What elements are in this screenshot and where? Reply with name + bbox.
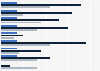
Bar — [1, 29, 37, 31]
Bar — [1, 27, 68, 29]
Bar — [1, 59, 37, 61]
Bar — [1, 48, 17, 49]
Bar — [1, 22, 41, 23]
Bar — [1, 42, 86, 44]
Bar — [1, 50, 41, 52]
Bar — [1, 4, 81, 6]
Bar — [1, 57, 50, 59]
Bar — [1, 17, 17, 19]
Bar — [1, 65, 10, 67]
Bar — [1, 35, 23, 36]
Bar — [1, 32, 17, 34]
Bar — [1, 67, 37, 69]
Bar — [1, 40, 17, 42]
Bar — [1, 55, 17, 57]
Bar — [1, 14, 23, 16]
Bar — [1, 10, 17, 12]
Bar — [1, 25, 17, 27]
Bar — [1, 6, 50, 8]
Bar — [1, 12, 72, 14]
Bar — [1, 19, 59, 21]
Bar — [1, 44, 50, 46]
Bar — [1, 2, 17, 4]
Bar — [1, 37, 14, 39]
Bar — [1, 52, 19, 54]
